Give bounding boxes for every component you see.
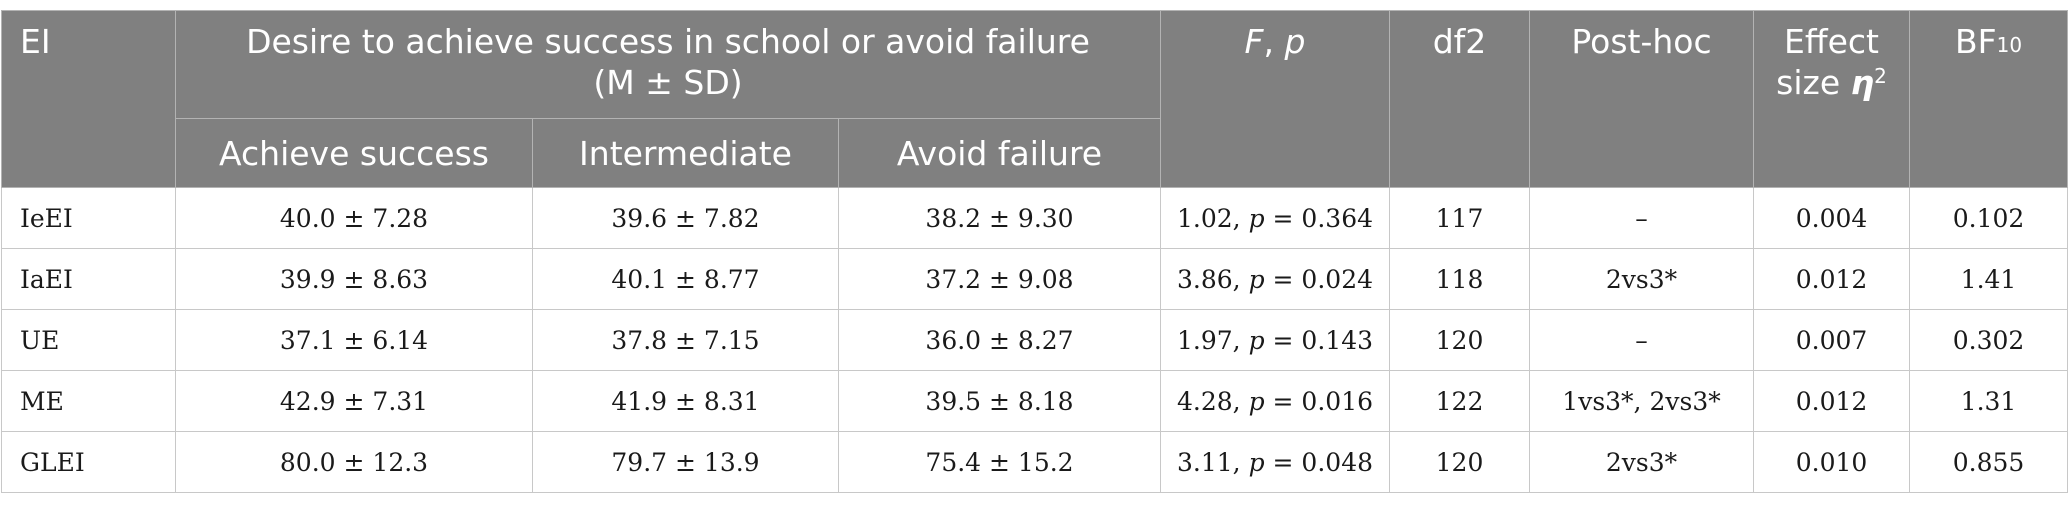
header-desire-title: Desire to achieve success in school or a… — [246, 22, 1090, 61]
cell-avoid: 38.2 ± 9.30 — [837, 187, 1162, 249]
table-row: IaEI 39.9 ± 8.63 40.1 ± 8.77 37.2 ± 9.08… — [1, 248, 2068, 310]
cell-achieve: 37.1 ± 6.14 — [175, 309, 533, 371]
cell-achieve: 40.0 ± 7.28 — [175, 187, 533, 249]
cell-posthoc: 1vs3*, 2vs3* — [1529, 370, 1755, 432]
cell-achieve: 39.9 ± 8.63 — [175, 248, 533, 310]
table-body: IeEI 40.0 ± 7.28 39.6 ± 7.82 38.2 ± 9.30… — [1, 187, 2068, 493]
header-posthoc: Post-hoc — [1529, 10, 1755, 188]
results-table: EI Desire to achieve success in school o… — [1, 10, 2068, 493]
cell-avoid: 75.4 ± 15.2 — [837, 431, 1162, 493]
header-df2: df2 — [1389, 10, 1531, 188]
table-row: ME 42.9 ± 7.31 41.9 ± 8.31 39.5 ± 8.18 4… — [1, 370, 2068, 432]
cell-p-label: p — [1248, 386, 1265, 416]
cell-p-label: p — [1248, 264, 1265, 294]
header-bf: BF — [1954, 22, 1997, 61]
cell-p-label: p — [1248, 203, 1265, 233]
cell-p-value: = 0.143 — [1264, 325, 1374, 355]
header-eta-sup: 2 — [1874, 64, 1887, 88]
cell-f: 3.86, — [1177, 264, 1249, 294]
cell-df2: 120 — [1389, 309, 1531, 371]
cell-p-label: p — [1248, 325, 1265, 355]
cell-bf: 0.302 — [1909, 309, 2068, 371]
cell-p-value: = 0.024 — [1264, 264, 1374, 294]
cell-f: 4.28, — [1177, 386, 1249, 416]
cell-f: 1.97, — [1177, 325, 1249, 355]
cell-intermediate: 37.8 ± 7.15 — [532, 309, 839, 371]
cell-df2: 118 — [1389, 248, 1531, 310]
cell-posthoc: 2vs3* — [1529, 431, 1755, 493]
cell-f-p: 3.11, p = 0.048 — [1160, 431, 1391, 493]
cell-f: 3.11, — [1177, 447, 1249, 477]
header-bf-sub: 10 — [1996, 33, 2023, 57]
header-f-sep: , — [1263, 22, 1285, 61]
header-desire-sub: (M ± SD) — [593, 63, 743, 102]
cell-df2: 122 — [1389, 370, 1531, 432]
table-header: EI Desire to achieve success in school o… — [1, 10, 2068, 188]
header-ei: EI — [1, 10, 176, 188]
cell-effect: 0.010 — [1753, 431, 1911, 493]
cell-achieve: 80.0 ± 12.3 — [175, 431, 533, 493]
header-desire: Desire to achieve success in school or a… — [174, 10, 1162, 119]
cell-p-value: = 0.364 — [1264, 203, 1374, 233]
cell-avoid: 39.5 ± 8.18 — [837, 370, 1162, 432]
cell-bf: 0.102 — [1909, 187, 2068, 249]
header-f-p: F, p — [1160, 10, 1391, 188]
cell-ei: UE — [1, 309, 176, 371]
header-effect-line2: size — [1776, 63, 1851, 102]
cell-f-p: 4.28, p = 0.016 — [1160, 370, 1391, 432]
cell-intermediate: 39.6 ± 7.82 — [532, 187, 839, 249]
cell-f-p: 1.02, p = 0.364 — [1160, 187, 1391, 249]
cell-bf: 0.855 — [1909, 431, 2068, 493]
header-eta: η — [1850, 63, 1875, 102]
cell-effect: 0.012 — [1753, 370, 1911, 432]
cell-f-p: 3.86, p = 0.024 — [1160, 248, 1391, 310]
cell-avoid: 37.2 ± 9.08 — [837, 248, 1162, 310]
cell-f-p: 1.97, p = 0.143 — [1160, 309, 1391, 371]
cell-posthoc: – — [1529, 187, 1755, 249]
cell-avoid: 36.0 ± 8.27 — [837, 309, 1162, 371]
cell-achieve: 42.9 ± 7.31 — [175, 370, 533, 432]
header-effect-line1: Effect — [1784, 22, 1879, 61]
cell-p-label: p — [1248, 447, 1265, 477]
cell-intermediate: 40.1 ± 8.77 — [532, 248, 839, 310]
header-intermediate: Intermediate — [532, 118, 839, 188]
cell-df2: 117 — [1389, 187, 1531, 249]
cell-intermediate: 41.9 ± 8.31 — [532, 370, 839, 432]
cell-intermediate: 79.7 ± 13.9 — [532, 431, 839, 493]
cell-ei: ME — [1, 370, 176, 432]
header-effect-size: Effect size η2 — [1753, 10, 1911, 188]
cell-effect: 0.004 — [1753, 187, 1911, 249]
cell-effect: 0.007 — [1753, 309, 1911, 371]
cell-posthoc: – — [1529, 309, 1755, 371]
cell-ei: GLEI — [1, 431, 176, 493]
table-row: GLEI 80.0 ± 12.3 79.7 ± 13.9 75.4 ± 15.2… — [1, 431, 2068, 493]
header-avoid-failure: Avoid failure — [837, 118, 1162, 188]
cell-ei: IeEI — [1, 187, 176, 249]
cell-f: 1.02, — [1177, 203, 1249, 233]
header-f-label: F — [1244, 22, 1264, 61]
cell-p-value: = 0.016 — [1264, 386, 1374, 416]
header-achieve-success: Achieve success — [175, 118, 533, 188]
cell-ei: IaEI — [1, 248, 176, 310]
cell-effect: 0.012 — [1753, 248, 1911, 310]
cell-bf: 1.41 — [1909, 248, 2068, 310]
cell-df2: 120 — [1389, 431, 1531, 493]
header-bf10: BF10 — [1909, 10, 2068, 188]
cell-posthoc: 2vs3* — [1529, 248, 1755, 310]
table-row: IeEI 40.0 ± 7.28 39.6 ± 7.82 38.2 ± 9.30… — [1, 187, 2068, 249]
cell-bf: 1.31 — [1909, 370, 2068, 432]
cell-p-value: = 0.048 — [1264, 447, 1374, 477]
table-row: UE 37.1 ± 6.14 37.8 ± 7.15 36.0 ± 8.27 1… — [1, 309, 2068, 371]
header-p-label: p — [1284, 22, 1306, 61]
